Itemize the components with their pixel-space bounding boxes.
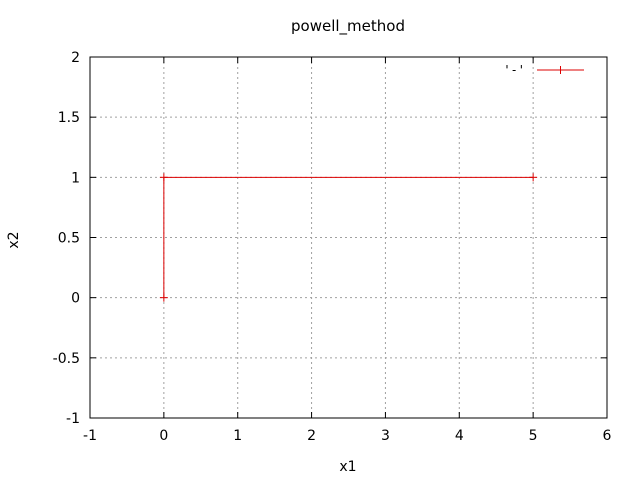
y-tick-label: 1.5 <box>58 110 80 126</box>
plot-frame <box>89 56 608 419</box>
data-point-marker <box>159 173 168 182</box>
y-tick-label: 0 <box>71 291 80 307</box>
x-tick-label: 2 <box>307 428 316 444</box>
y-tick-label: -0.5 <box>53 351 80 367</box>
y-axis-label: x2 <box>6 231 22 248</box>
legend-label: '-' <box>503 63 525 77</box>
series-layer <box>159 173 538 302</box>
x-tick-label: 4 <box>455 428 464 444</box>
chart-title: powell_method <box>291 17 405 36</box>
data-point-marker <box>159 293 168 302</box>
x-tick-label: 1 <box>233 428 242 444</box>
y-tick-label: 0.5 <box>58 231 80 247</box>
grid <box>90 57 607 418</box>
x-axis-label: x1 <box>339 459 356 475</box>
series-line <box>163 176 534 298</box>
data-point-marker <box>529 173 538 182</box>
y-tick-label: -1 <box>66 411 80 427</box>
y-tick-label: 1 <box>71 170 80 186</box>
x-tick-label: 6 <box>603 428 612 444</box>
x-tick-label: -1 <box>83 428 97 444</box>
x-tick-label: 3 <box>381 428 390 444</box>
legend: '-' <box>503 63 584 77</box>
x-tick-label: 0 <box>159 428 168 444</box>
y-tick-label: 2 <box>71 50 80 66</box>
axis-ticks: -1 0 1 2 3 4 5 6 -1 -0.5 0 0.5 1 1.5 2 <box>53 50 612 444</box>
x-tick-label: 5 <box>529 428 538 444</box>
